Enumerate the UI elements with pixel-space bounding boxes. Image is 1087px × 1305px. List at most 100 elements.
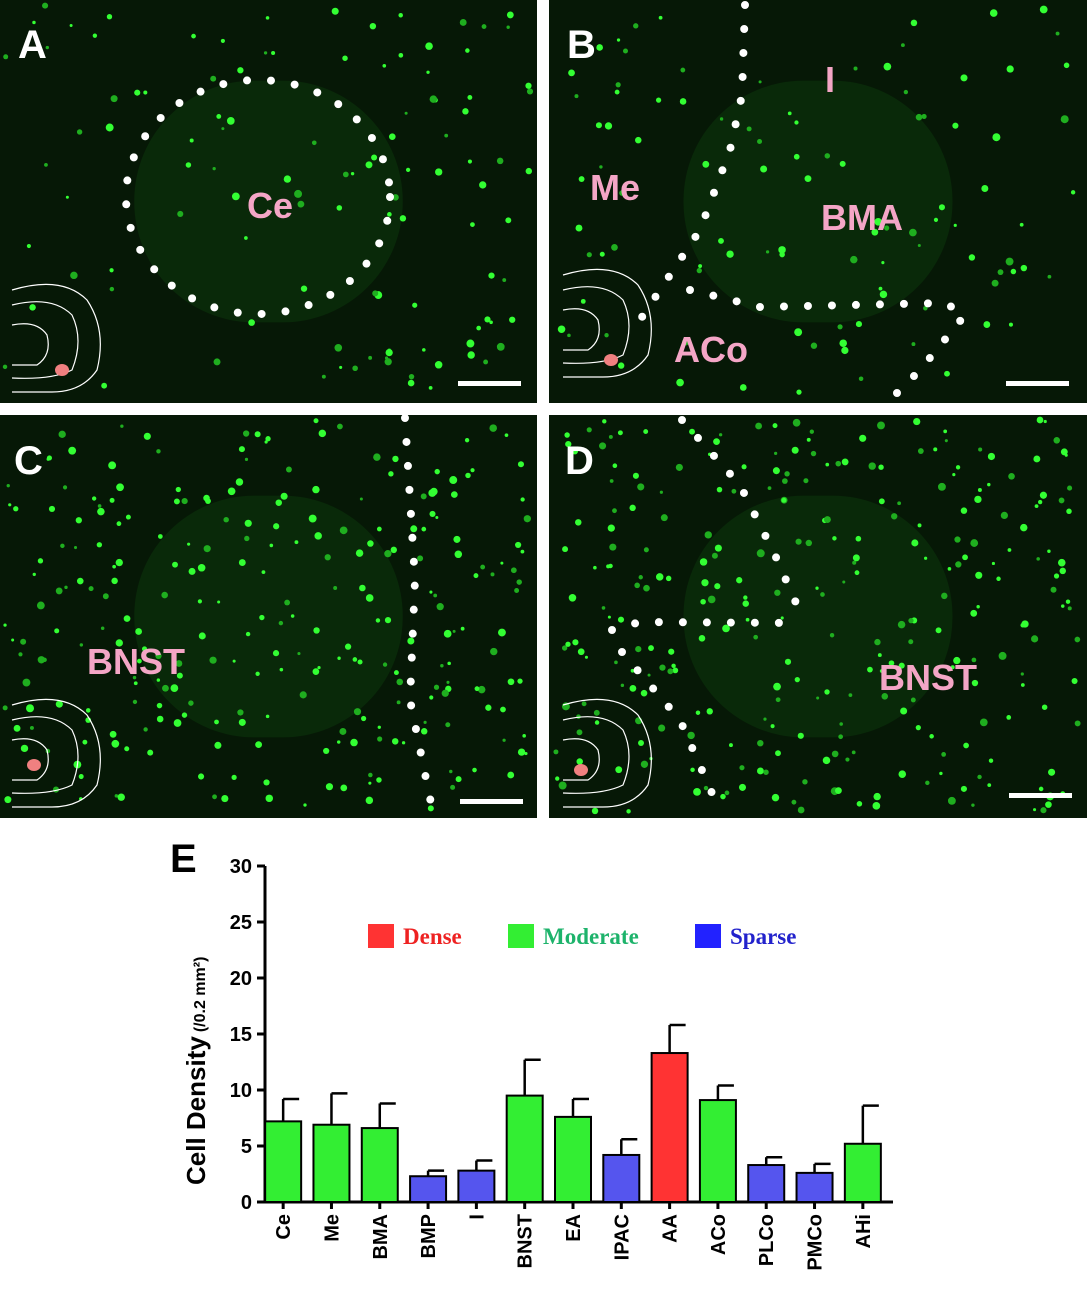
cell [352,657,358,662]
y-tick-label: 15 [230,1024,252,1046]
cell [794,120,799,125]
cell [638,575,643,580]
cell [1010,268,1017,275]
cell [553,749,559,755]
cell [924,556,928,560]
brain-inset [11,283,101,393]
tissue-glow [683,80,953,323]
brain-outline [562,716,630,794]
cell [726,250,734,258]
cell [143,727,148,732]
cell [981,185,989,192]
cell [472,767,477,773]
cell [231,192,240,201]
legend-swatch [508,924,534,948]
cell [133,681,138,686]
brain-highlight [574,764,588,776]
cell [13,724,21,732]
cell [1061,604,1065,608]
cell [909,228,917,237]
cell [825,462,830,467]
cell [593,709,600,716]
cell [109,286,115,292]
cell [1007,548,1012,552]
cell [314,532,322,540]
cell [604,122,613,130]
cell [467,159,473,164]
cell [269,543,274,548]
cell [265,16,270,20]
cell [244,519,252,527]
cell [445,722,451,728]
cell [841,346,849,355]
cell [558,781,567,790]
cell [703,785,709,791]
boundary [401,414,436,812]
cell [888,660,895,666]
cell [614,660,618,665]
cell [881,693,889,700]
cell [232,659,236,663]
cell [496,157,504,165]
cell [255,671,260,676]
cell [1005,257,1014,266]
cell [658,724,666,732]
cell [655,97,662,103]
cell [109,730,117,738]
cell [399,215,407,222]
cell [1008,322,1013,327]
cell [775,750,781,757]
cell [69,24,73,28]
cell [357,659,363,665]
cell [502,278,507,282]
cell [525,82,532,89]
cell [337,656,341,660]
cell [647,673,651,677]
cell [643,584,650,592]
cell [736,577,743,584]
cell [161,591,168,599]
cell [878,464,884,470]
cell [987,783,992,788]
cell [447,661,451,666]
cell [82,739,88,745]
cell [242,430,250,437]
cell [32,20,36,25]
cell [575,224,583,232]
cell [396,700,401,705]
cell [746,126,752,132]
cell [739,765,745,771]
cell [231,774,237,781]
cell [433,684,440,690]
cell [1000,511,1009,519]
cell [822,756,831,765]
cell [1045,801,1052,808]
cell [874,638,881,646]
cell [350,171,355,176]
cell [675,463,683,471]
cell [856,801,863,807]
cell [263,779,270,786]
cell [385,348,393,357]
cell [198,632,206,640]
cell [858,376,864,382]
cell [137,658,142,664]
cell [64,585,68,590]
cell [971,657,977,663]
cell [1071,678,1078,685]
cell [607,615,611,619]
cell [455,776,462,783]
cell [617,616,625,623]
cell [248,319,255,326]
cell [20,744,29,753]
cell [221,795,229,803]
legend-label: Dense [403,924,462,949]
cell [635,645,642,653]
cell [835,787,842,795]
cell [820,592,825,597]
cell [983,321,991,328]
cell [393,670,399,676]
brain-outline [562,286,630,364]
cell [237,709,244,716]
panel-label: A [18,23,47,67]
